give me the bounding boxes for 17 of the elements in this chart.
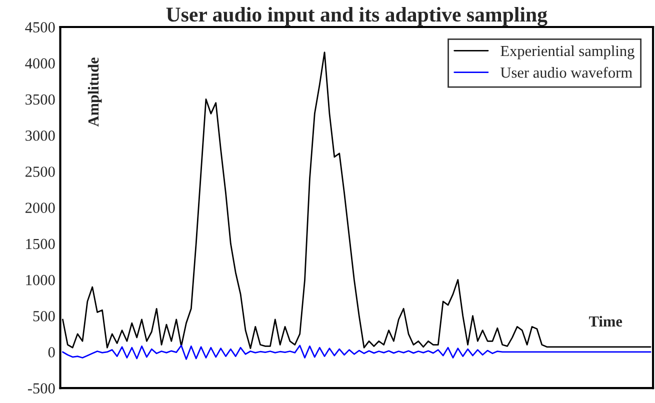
line-series — [62, 344, 652, 360]
y-tick-label: 4000 — [25, 58, 55, 69]
y-tick-label: 2000 — [26, 202, 55, 213]
y-tick-label: 0 — [48, 347, 55, 358]
y-tick-label: 2500 — [26, 166, 55, 177]
x-axis-title: Time — [589, 316, 622, 327]
y-tick-label: 500 — [33, 311, 55, 322]
y-tick-label: 3500 — [26, 94, 55, 105]
y-tick-label: 3000 — [26, 130, 55, 141]
y-tick-label: 4500 — [25, 22, 55, 32]
legend-label: User audio waveform — [500, 66, 632, 78]
y-tick-label: -500 — [28, 383, 55, 394]
legend-label: Experiential sampling — [500, 45, 634, 60]
y-tick-label: 1500 — [26, 238, 55, 250]
y-axis-title: Amplitude — [88, 58, 102, 127]
chart-title: User audio input and its adaptive sampling — [166, 6, 548, 26]
y-tick-label: 1000 — [26, 274, 55, 286]
